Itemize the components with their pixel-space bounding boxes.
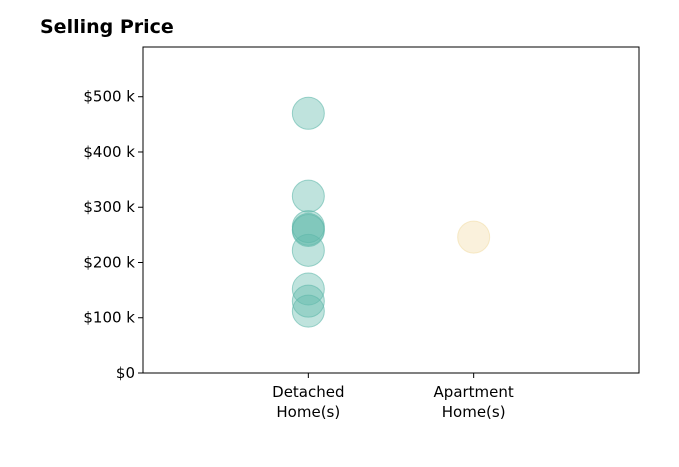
- data-point: [291, 96, 325, 130]
- y-tick-label: $0: [116, 364, 135, 382]
- y-tick-label: $400 k: [83, 143, 135, 161]
- y-tick-label: $200 k: [83, 253, 135, 271]
- chart-title: Selling Price: [40, 16, 174, 38]
- data-point: [291, 179, 325, 213]
- data-point: [291, 284, 325, 318]
- y-tick-label: $500 k: [83, 88, 135, 106]
- data-point: [291, 294, 325, 328]
- axes-frame: [142, 46, 640, 374]
- data-point: [291, 233, 325, 267]
- x-tick-label: Apartment Home(s): [434, 383, 514, 421]
- y-tick-label: $100 k: [83, 309, 135, 327]
- y-tick-label: $300 k: [83, 198, 135, 216]
- x-tick-label: Detached Home(s): [272, 383, 344, 421]
- data-point: [291, 213, 325, 247]
- data-point: [457, 220, 491, 254]
